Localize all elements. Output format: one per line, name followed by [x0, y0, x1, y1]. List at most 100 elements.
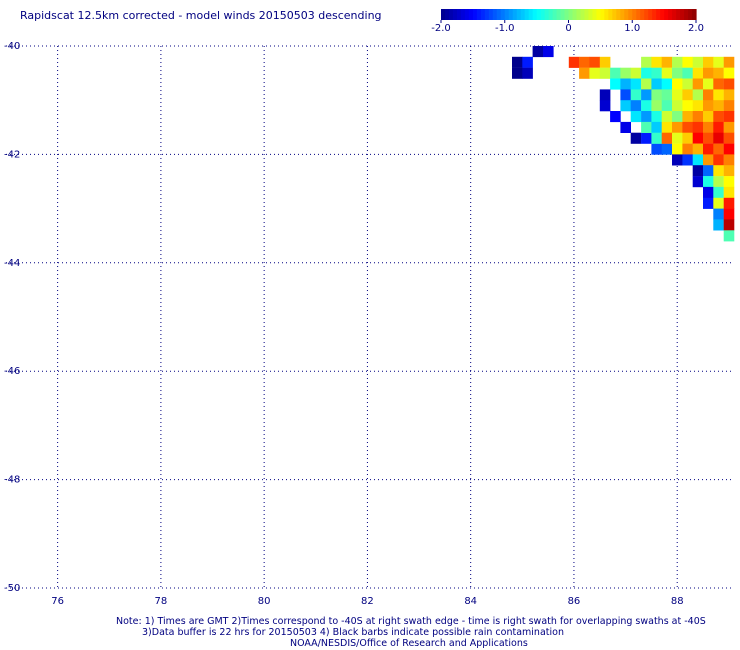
heatmap-cell [610, 111, 621, 123]
note-line-2: 3)Data buffer is 22 hrs for 20150503 4) … [142, 627, 564, 638]
colorbar-segment [652, 9, 657, 20]
colorbar-segment [500, 9, 506, 20]
heatmap-cell [713, 176, 724, 188]
heatmap-cell [703, 165, 714, 177]
heatmap-cell [713, 111, 724, 123]
heatmap-cell [568, 56, 580, 68]
heatmap-cell [599, 89, 611, 101]
heatmap-cell [723, 176, 735, 188]
heatmap-cell [682, 78, 693, 90]
heatmap-cell [589, 67, 600, 79]
colorbar-segment [592, 9, 597, 20]
colorbar-segment [548, 9, 554, 20]
heatmap-cell [682, 111, 693, 123]
heatmap-cell [713, 197, 724, 209]
heatmap-cell [713, 143, 724, 155]
heatmap-cell [692, 67, 704, 79]
colorbar-segment [456, 9, 462, 20]
colorbar-segment [668, 9, 673, 20]
heatmap-cell [532, 46, 544, 58]
heatmap-cell [672, 154, 683, 166]
heatmap-cell [703, 78, 714, 90]
colorbar-segment [492, 9, 498, 20]
colorbar-segment [476, 9, 482, 20]
heatmap-cell [713, 121, 724, 133]
heatmap-cell [682, 89, 693, 101]
heatmap-cell [713, 165, 724, 177]
colorbar-segment [628, 9, 633, 20]
colorbar-segment [528, 9, 534, 20]
colorbar-segment [441, 9, 446, 20]
heatmap-cell [703, 197, 714, 209]
heatmap-cell [682, 121, 693, 133]
heatmap-cell [522, 56, 533, 68]
heatmap-cell [651, 121, 662, 133]
colorbar-segment [692, 9, 697, 20]
colorbar-segment [648, 9, 653, 20]
heatmap-cell [723, 56, 735, 68]
colorbar-segment [532, 9, 538, 20]
heatmap-cell [713, 100, 724, 112]
colorbar-segment [600, 9, 605, 20]
heatmap-cell [651, 143, 662, 155]
colorbar-segment [540, 9, 546, 20]
colorbar-tick-label: -1.0 [495, 23, 515, 34]
heatmap-cell [661, 111, 673, 123]
x-tick-label: 86 [568, 596, 581, 607]
colorbar-segment [568, 9, 574, 20]
colorbar-segment [488, 9, 494, 20]
heatmap-cell [692, 56, 704, 68]
colorbar-segment [468, 9, 474, 20]
colorbar-segment [632, 9, 637, 20]
heatmap-cell [651, 56, 662, 68]
heatmap-cell [661, 132, 673, 144]
colorbar-tick-label: 2.0 [688, 23, 704, 34]
colorbar-segment [688, 9, 693, 20]
colorbar-segment [660, 9, 665, 20]
heatmap-cell [723, 197, 735, 209]
y-axis-ticks: -40 -42 -44 -46 -48 -50 [4, 41, 20, 594]
colorbar-segment [676, 9, 681, 20]
heatmap-cell [713, 219, 724, 231]
swath-cells [512, 46, 735, 242]
heatmap-cell [713, 78, 724, 90]
heatmap-cell [661, 67, 673, 79]
gridlines [6, 45, 734, 589]
colorbar-segment [512, 9, 518, 20]
x-axis-ticks: 76 78 80 82 84 86 88 [51, 596, 683, 607]
colorbar-tick-label: -2.0 [431, 23, 451, 34]
note-line-3: NOAA/NESDIS/Office of Research and Appli… [290, 638, 528, 649]
heatmap-cell [723, 186, 735, 198]
colorbar-segment [448, 9, 454, 20]
colorbar-segment [580, 9, 586, 20]
heatmap-cell [672, 111, 683, 123]
heatmap-cell [672, 78, 683, 90]
heatmap-cell [703, 132, 714, 144]
heatmap-cell [651, 78, 662, 90]
colorbar-segment [564, 9, 570, 20]
heatmap-cell [672, 89, 683, 101]
x-tick-label: 82 [361, 596, 374, 607]
x-tick-label: 84 [464, 596, 477, 607]
heatmap-cell [703, 67, 714, 79]
heatmap-cell [692, 121, 704, 133]
heatmap-cell [651, 100, 662, 112]
heatmap-cell [723, 219, 735, 231]
colorbar: -2.0 -1.0 0 1.0 2.0 [431, 9, 704, 34]
heatmap-cell [599, 56, 611, 68]
heatmap-cell [641, 78, 652, 90]
heatmap-cell [641, 121, 652, 133]
y-tick-label: -46 [4, 366, 20, 377]
heatmap-cell [723, 121, 735, 133]
heatmap-cell [522, 67, 533, 79]
heatmap-cell [713, 67, 724, 79]
heatmap-cell [713, 56, 724, 68]
y-tick-label: -42 [4, 149, 20, 160]
colorbar-segment [472, 9, 478, 20]
heatmap-cell [692, 89, 704, 101]
x-tick-label: 78 [155, 596, 168, 607]
heatmap-cell [703, 154, 714, 166]
colorbar-segment [616, 9, 621, 20]
heatmap-cell [723, 154, 735, 166]
